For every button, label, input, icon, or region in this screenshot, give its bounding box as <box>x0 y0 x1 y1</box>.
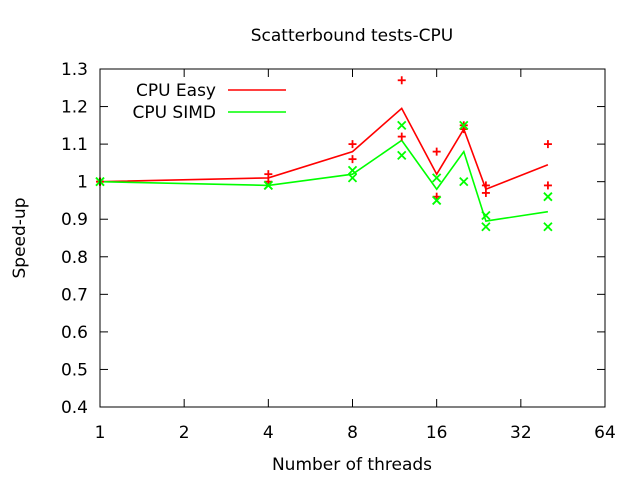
cpu-simd-point-b <box>432 173 442 183</box>
cpu-simd-point <box>543 192 553 202</box>
cpu-simd-point-b <box>459 120 469 130</box>
plot-frame <box>99 68 606 408</box>
cpu-simd-point-b <box>263 180 273 191</box>
cpu-simd-point-b <box>397 150 407 161</box>
x-tick-label: 64 <box>594 423 616 443</box>
cpu-simd-point-b <box>459 177 469 187</box>
x-tick-label: 8 <box>347 423 358 443</box>
series-lines <box>99 107 549 222</box>
y-tick-label: 0.6 <box>61 323 88 343</box>
cpu-simd-point <box>481 222 491 232</box>
y-tick-label: 1.3 <box>61 60 88 80</box>
cpu-simd-point <box>481 210 491 221</box>
y-tick-label: 0.7 <box>61 285 88 305</box>
cpu-easy-point <box>397 132 406 141</box>
y-tick-label: 0.9 <box>61 210 88 230</box>
cpu-simd-point <box>459 120 469 130</box>
cpu-simd-point <box>397 150 407 161</box>
cpu-simd-point-b <box>481 210 491 221</box>
cpu-simd-point <box>543 222 553 232</box>
cpu-simd-point-b <box>432 195 442 206</box>
cpu-simd-point-b <box>397 120 407 130</box>
cpu-easy-point <box>432 147 441 156</box>
cpu-simd-point <box>347 173 358 183</box>
cpu-easy-point <box>481 181 490 190</box>
cpu-simd-point-b <box>347 165 358 176</box>
x-tick-label: 1 <box>95 423 106 443</box>
cpu-easy-point <box>543 181 552 190</box>
cpu-easy-point <box>543 140 552 149</box>
cpu-easy-point <box>481 188 490 197</box>
cpu-simd-point <box>432 173 442 183</box>
cpu-easy-line <box>99 107 549 191</box>
cpu-simd-point-b <box>481 222 491 232</box>
x-tick-label: 4 <box>263 423 274 443</box>
cpu-simd-point-b <box>347 173 358 183</box>
cpu-simd-point <box>432 195 442 206</box>
x-axis-label: Number of threads <box>272 455 432 475</box>
cpu-easy-point <box>397 76 406 85</box>
x-tick-label: 32 <box>510 423 532 443</box>
y-tick-label: 1.1 <box>61 135 88 155</box>
cpu-easy-point <box>264 170 273 179</box>
x-tick-label: 2 <box>179 423 190 443</box>
y-tick-label: 0.8 <box>61 248 88 268</box>
cpu-simd-line <box>99 139 549 222</box>
x-tick-label: 16 <box>426 423 448 443</box>
cpu-simd-point-b <box>543 192 553 202</box>
y-tick-label: 0.5 <box>61 360 88 380</box>
cpu-easy-point <box>348 155 357 164</box>
legend-label-cpu-easy: CPU Easy <box>136 81 216 101</box>
cpu-simd-point-b <box>543 222 553 232</box>
y-tick-label: 0.4 <box>61 398 88 418</box>
y-axis-label: Speed-up <box>10 198 30 279</box>
y-tick-label: 1 <box>77 173 88 193</box>
chart-title: Scatterbound tests-CPU <box>251 26 453 46</box>
cpu-easy-point <box>348 140 357 149</box>
y-tick-label: 1.2 <box>61 98 88 118</box>
cpu-simd-point <box>459 177 469 187</box>
cpu-simd-point <box>347 165 358 176</box>
cpu-simd-point <box>263 180 273 191</box>
legend-label-cpu-simd: CPU SIMD <box>132 103 216 123</box>
cpu-simd-point <box>397 120 407 130</box>
